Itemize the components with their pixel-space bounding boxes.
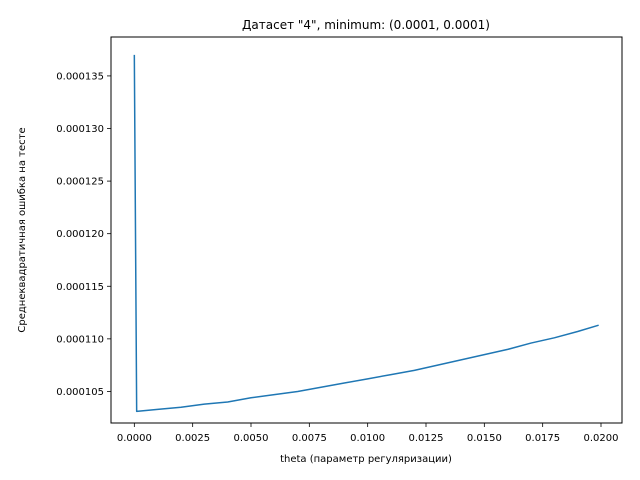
x-axis-ticks: 0.0000 0.0025 0.0050 0.0075 0.0100 0.0125 0.01… xyxy=(117,423,619,444)
x-tick-label: 0.0000 xyxy=(117,433,152,444)
axes-frame xyxy=(110,36,623,424)
x-tick-label: 0.0025 xyxy=(175,433,210,444)
x-tick-label: 0.0150 xyxy=(467,433,502,444)
y-tick-label: 0.000125 xyxy=(56,177,104,188)
y-tick-label: 0.000110 xyxy=(56,334,104,345)
x-tick-label: 0.0200 xyxy=(584,433,619,444)
y-tick-label: 0.000130 xyxy=(56,124,104,135)
x-tick-label: 0.0075 xyxy=(292,433,327,444)
y-tick-label: 0.000135 xyxy=(56,71,104,82)
x-tick-label: 0.0125 xyxy=(409,433,444,444)
x-axis-label: theta (параметр регуляризации) xyxy=(280,454,452,465)
series-layer xyxy=(133,54,599,413)
y-tick-label: 0.000115 xyxy=(56,282,104,293)
series-line-0 xyxy=(133,54,599,413)
plot-area xyxy=(110,36,623,424)
y-tick-label: 0.000105 xyxy=(56,387,104,398)
y-axis-label: Среднеквадратичная ошибка на тесте xyxy=(17,127,28,332)
x-tick-label: 0.0050 xyxy=(234,433,269,444)
x-tick-label: 0.0175 xyxy=(525,433,560,444)
y-axis-ticks: 0.000105 0.000110 0.000115 0.000120 0.000125… xyxy=(56,71,111,398)
y-tick-label: 0.000120 xyxy=(56,229,104,240)
chart-title: Датасет "4", minimum: (0.0001, 0.0001) xyxy=(242,18,490,32)
x-tick-label: 0.0100 xyxy=(350,433,385,444)
